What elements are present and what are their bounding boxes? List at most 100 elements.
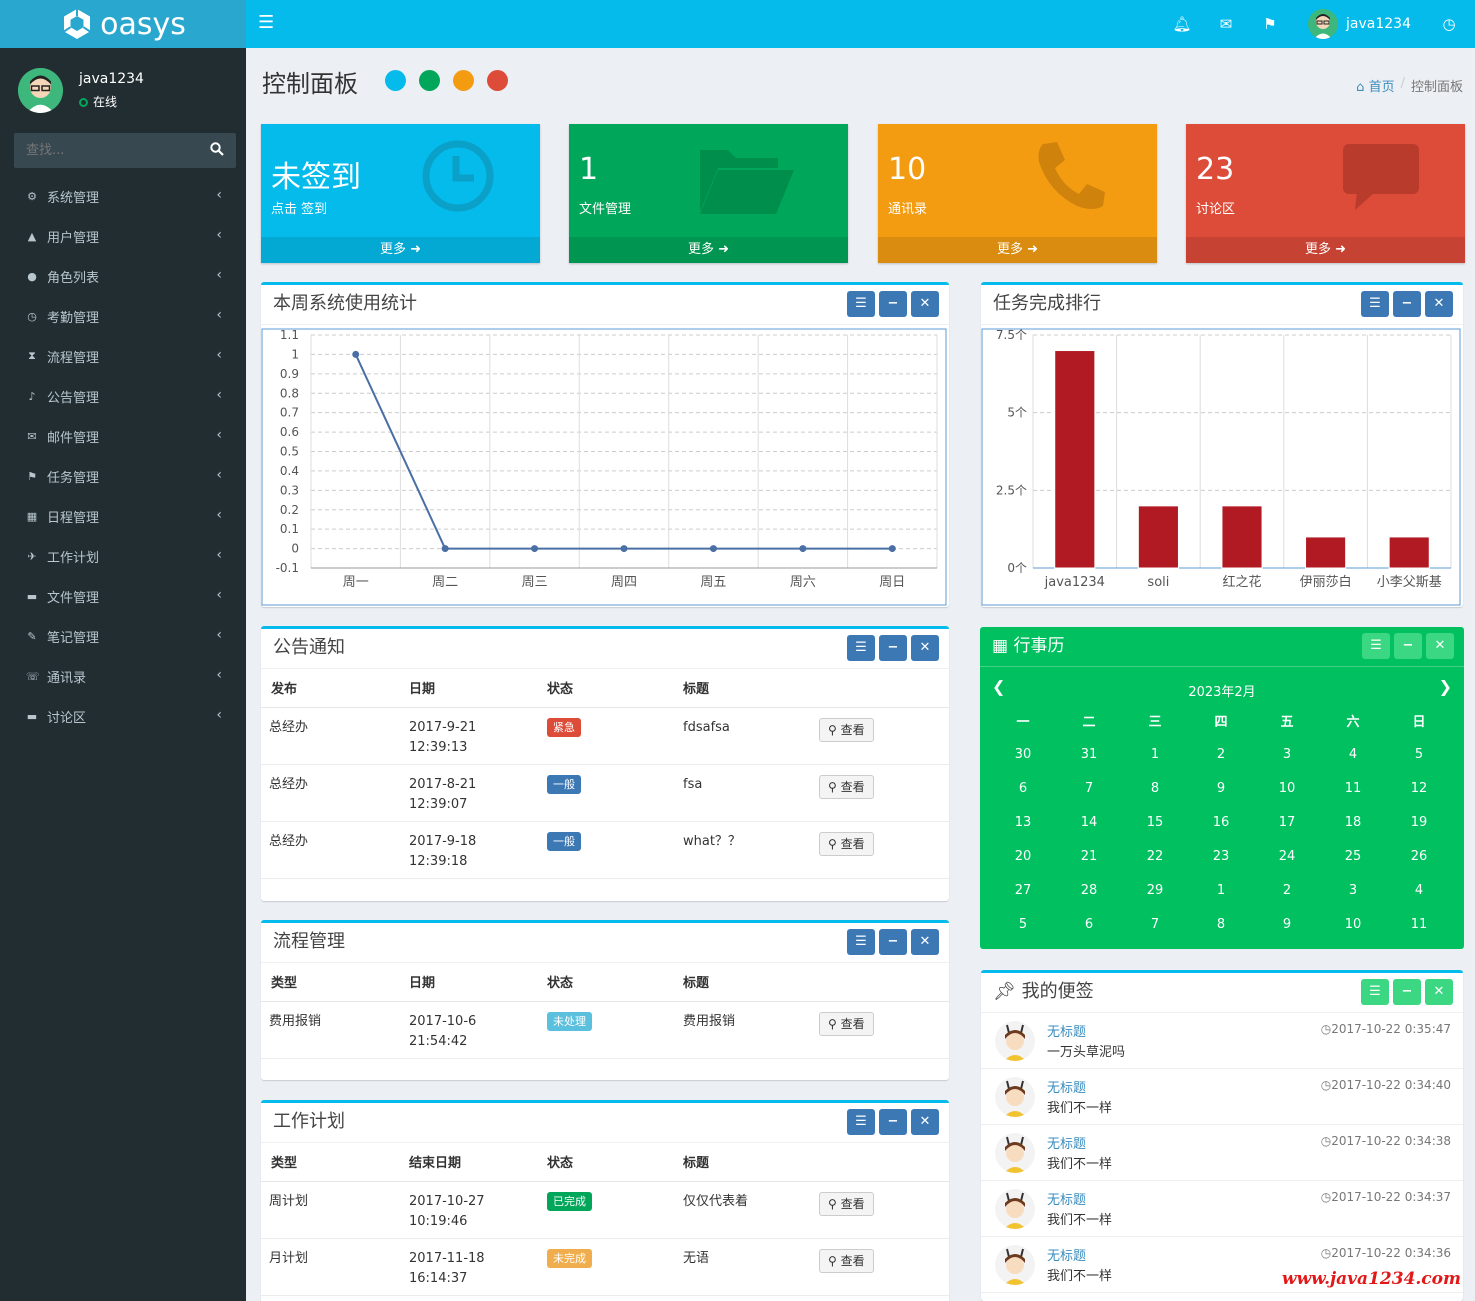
- more-link[interactable]: 更多 ➜: [1186, 237, 1465, 263]
- sidebar-item[interactable]: ▦ 日程管理 ‹: [0, 496, 246, 536]
- sidebar-item[interactable]: ▬ 文件管理 ‹: [0, 576, 246, 616]
- close-icon[interactable]: ✕: [1425, 291, 1453, 317]
- sidebar-item[interactable]: ✎ 笔记管理 ‹: [0, 616, 246, 656]
- calendar-day[interactable]: 19: [1410, 814, 1428, 830]
- minimize-icon[interactable]: −: [879, 635, 907, 661]
- list-icon[interactable]: ☰: [1361, 291, 1389, 317]
- sidebar-item[interactable]: ✉ 邮件管理 ‹: [0, 416, 246, 456]
- stat-box-forum[interactable]: 23 讨论区 更多 ➜: [1186, 124, 1465, 263]
- prev-month-icon[interactable]: ❮: [992, 677, 1006, 696]
- theme-red-dot[interactable]: [487, 70, 508, 91]
- data-point[interactable]: [888, 545, 896, 553]
- view-button[interactable]: ⚲ 查看: [819, 1191, 874, 1216]
- search-icon[interactable]: [210, 142, 224, 160]
- note-title[interactable]: 无标题: [1047, 1137, 1087, 1152]
- list-icon[interactable]: ☰: [847, 291, 875, 317]
- bar[interactable]: [1054, 350, 1096, 569]
- view-button[interactable]: ⚲ 查看: [819, 774, 874, 799]
- calendar-day[interactable]: 21: [1080, 848, 1098, 864]
- calendar-day[interactable]: 6: [1084, 916, 1094, 932]
- data-point[interactable]: [441, 545, 449, 553]
- stat-label[interactable]: 点击 签到: [271, 202, 328, 217]
- calendar-day[interactable]: 3: [1282, 746, 1292, 762]
- minimize-icon[interactable]: −: [1393, 979, 1421, 1005]
- sidebar-item[interactable]: ⚙ 系统管理 ‹: [0, 176, 246, 216]
- minimize-icon[interactable]: −: [879, 1109, 907, 1135]
- close-icon[interactable]: ✕: [911, 929, 939, 955]
- sidebar-item[interactable]: ☏ 通讯录 ‹: [0, 656, 246, 696]
- calendar-day[interactable]: 9: [1282, 916, 1292, 932]
- close-icon[interactable]: ✕: [911, 291, 939, 317]
- clock-icon[interactable]: ◷: [1442, 15, 1456, 33]
- calendar-day[interactable]: 5: [1414, 746, 1424, 762]
- more-link[interactable]: 更多 ➜: [878, 237, 1157, 263]
- calendar-day[interactable]: 4: [1414, 882, 1424, 898]
- view-button[interactable]: ⚲ 查看: [819, 831, 874, 856]
- calendar-day[interactable]: 24: [1278, 848, 1296, 864]
- calendar-day[interactable]: 28: [1080, 882, 1098, 898]
- data-point[interactable]: [799, 545, 807, 553]
- search-input[interactable]: [14, 133, 194, 168]
- sidebar-item[interactable]: ● 角色列表 ‹: [0, 256, 246, 296]
- bar[interactable]: [1137, 505, 1179, 569]
- sidebar-item[interactable]: ✈ 工作计划 ‹: [0, 536, 246, 576]
- calendar-day[interactable]: 22: [1146, 848, 1164, 864]
- calendar-day[interactable]: 2: [1216, 746, 1226, 762]
- stat-box-files[interactable]: 1 文件管理 更多 ➜: [569, 124, 848, 263]
- list-icon[interactable]: ☰: [847, 635, 875, 661]
- theme-blue-dot[interactable]: [385, 70, 406, 91]
- stat-box-contacts[interactable]: 10 通讯录 更多 ➜: [878, 124, 1157, 263]
- calendar-day[interactable]: 8: [1216, 916, 1226, 932]
- calendar-day[interactable]: 26: [1410, 848, 1428, 864]
- more-link[interactable]: 更多 ➜: [569, 237, 848, 263]
- minimize-icon[interactable]: −: [879, 929, 907, 955]
- more-link[interactable]: 更多 ➜: [261, 237, 540, 263]
- minimize-icon[interactable]: −: [1394, 633, 1422, 659]
- stat-box-signin[interactable]: 未签到 点击 签到 更多 ➜: [261, 124, 540, 263]
- close-icon[interactable]: ✕: [911, 635, 939, 661]
- brand-logo[interactable]: oasys: [0, 0, 246, 48]
- sidebar-item[interactable]: ◷ 考勤管理 ‹: [0, 296, 246, 336]
- bar[interactable]: [1305, 536, 1347, 569]
- note-title[interactable]: 无标题: [1047, 1193, 1087, 1208]
- list-icon[interactable]: ☰: [847, 1109, 875, 1135]
- calendar-day[interactable]: 30: [1014, 746, 1032, 762]
- list-icon[interactable]: ☰: [1361, 979, 1389, 1005]
- data-point[interactable]: [352, 350, 360, 358]
- bell-icon[interactable]: 🔔︎: [1172, 15, 1192, 33]
- view-button[interactable]: ⚲ 查看: [819, 1248, 874, 1273]
- data-point[interactable]: [620, 545, 628, 553]
- list-icon[interactable]: ☰: [847, 929, 875, 955]
- sidebar-item[interactable]: ♪ 公告管理 ‹: [0, 376, 246, 416]
- sidebar-item[interactable]: ▬ 讨论区 ‹: [0, 696, 246, 736]
- calendar-day[interactable]: 11: [1410, 916, 1428, 932]
- next-month-icon[interactable]: ❯: [1438, 677, 1452, 696]
- user-menu[interactable]: java1234: [1292, 9, 1427, 39]
- note-title[interactable]: 无标题: [1047, 1081, 1087, 1096]
- calendar-day[interactable]: 17: [1278, 814, 1296, 830]
- calendar-day[interactable]: 15: [1146, 814, 1164, 830]
- calendar-day[interactable]: 9: [1216, 780, 1226, 796]
- calendar-day[interactable]: 2: [1282, 882, 1292, 898]
- calendar-day[interactable]: 4: [1348, 746, 1358, 762]
- flag-icon[interactable]: ⚑: [1263, 15, 1277, 33]
- calendar-day[interactable]: 23: [1212, 848, 1230, 864]
- sidebar-item[interactable]: ⧗ 流程管理 ‹: [0, 336, 246, 376]
- calendar-day[interactable]: 20: [1014, 848, 1032, 864]
- minimize-icon[interactable]: −: [1393, 291, 1421, 317]
- note-title[interactable]: 无标题: [1047, 1025, 1087, 1040]
- close-icon[interactable]: ✕: [1425, 979, 1453, 1005]
- calendar-day[interactable]: 10: [1278, 780, 1296, 796]
- calendar-day[interactable]: 7: [1084, 780, 1094, 796]
- bar[interactable]: [1388, 536, 1430, 569]
- data-point[interactable]: [709, 545, 717, 553]
- calendar-day[interactable]: 3: [1348, 882, 1358, 898]
- view-button[interactable]: ⚲ 查看: [819, 1011, 874, 1036]
- theme-green-dot[interactable]: [419, 70, 440, 91]
- calendar-day[interactable]: 25: [1344, 848, 1362, 864]
- theme-orange-dot[interactable]: [453, 70, 474, 91]
- calendar-day[interactable]: 1: [1150, 746, 1160, 762]
- sidebar-item[interactable]: ⚑ 任务管理 ‹: [0, 456, 246, 496]
- close-icon[interactable]: ✕: [1426, 633, 1454, 659]
- view-button[interactable]: ⚲ 查看: [819, 717, 874, 742]
